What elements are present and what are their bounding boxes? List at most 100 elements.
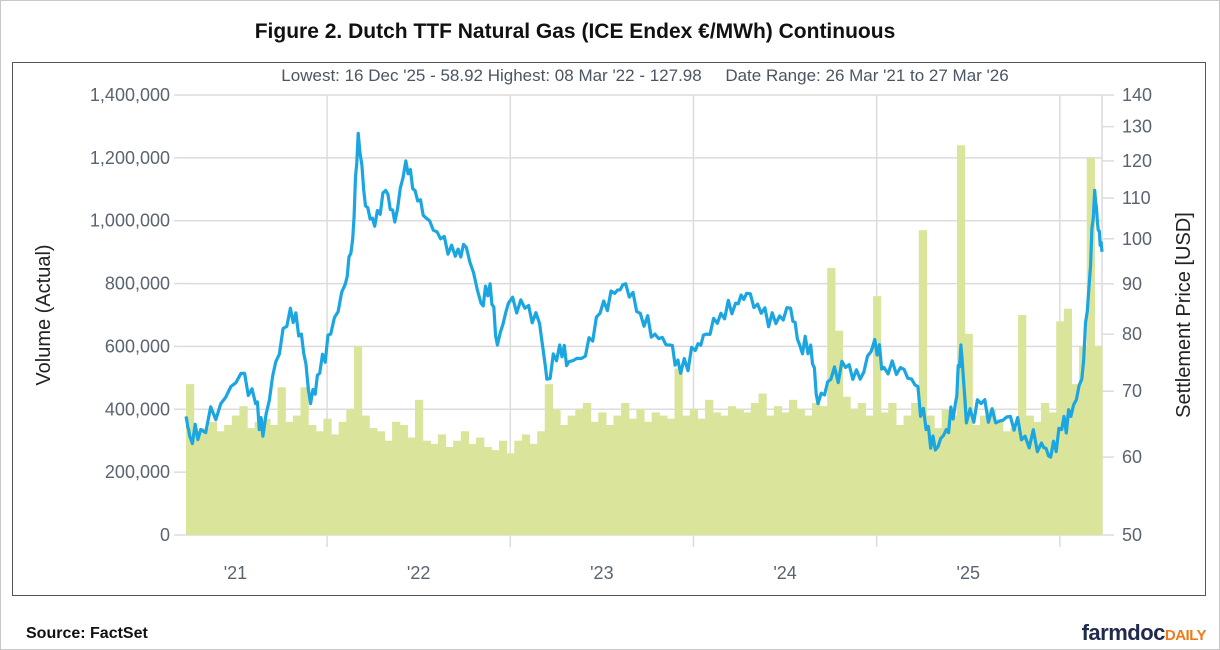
y-tick-label-right: 100 [1122, 229, 1152, 249]
volume-bar [254, 421, 263, 535]
volume-bar [827, 267, 836, 535]
volume-bar [689, 409, 699, 535]
volume-bar [384, 440, 393, 535]
volume-bar [277, 387, 286, 535]
volume-bar [804, 415, 813, 535]
volume-bar [956, 145, 966, 536]
y-tick-label-right: 50 [1122, 525, 1142, 545]
volume-bar [292, 415, 302, 535]
volume-bar [201, 428, 210, 535]
volume-bar [727, 406, 737, 535]
volume-bar [544, 384, 553, 535]
volume-bar [811, 403, 821, 535]
volume-bar [712, 412, 721, 535]
chart-frame [12, 62, 1206, 596]
volume-bar [773, 406, 782, 535]
volume-bar [376, 431, 386, 535]
volume-bar [239, 406, 248, 535]
volume-bar [949, 415, 958, 535]
volume-bar [445, 447, 454, 535]
volume-bar [262, 418, 271, 535]
volume-bar [353, 346, 363, 535]
volume-bar [781, 412, 790, 535]
volume-bar [758, 393, 767, 535]
volume-bar [1018, 315, 1027, 535]
volume-bar [743, 412, 752, 535]
volume-bar [865, 415, 874, 535]
volume-bar [1040, 403, 1050, 535]
volume-bar [873, 296, 882, 535]
volume-bar [888, 403, 897, 535]
volume-bar [903, 415, 912, 535]
volume-bar [636, 409, 645, 535]
volume-bar [407, 437, 416, 535]
y-tick-label-right: 130 [1122, 117, 1152, 137]
volume-bar [995, 421, 1004, 535]
volume-bar [1094, 346, 1103, 535]
volume-bar [750, 403, 760, 535]
volume-bar [1071, 384, 1080, 535]
volume-bar [231, 415, 241, 535]
y-tick-label-right: 90 [1122, 274, 1142, 294]
volume-bar [331, 434, 340, 535]
y-tick-label-left: 400,000 [105, 399, 170, 419]
volume-bar [659, 415, 668, 535]
volume-bar [285, 421, 294, 535]
y-tick-label-right: 80 [1122, 324, 1142, 344]
volume-bar [315, 431, 324, 535]
volume-bar [346, 409, 355, 535]
volume-bar [392, 421, 401, 535]
volume-bar [644, 421, 653, 535]
volume-bar [437, 434, 447, 535]
volume-bar [323, 418, 332, 535]
volume-bar [819, 406, 828, 535]
volume-bar [552, 409, 561, 535]
x-tick-label: '23 [590, 563, 613, 583]
volume-bar [1079, 346, 1088, 535]
volume-bar [1048, 412, 1057, 535]
volume-bar [605, 425, 615, 535]
volume-bar [1086, 157, 1095, 535]
volume-bar [880, 412, 889, 535]
volume-bar [926, 415, 935, 535]
y-tick-label-right: 120 [1122, 151, 1152, 171]
y-tick-label-left: 1,400,000 [90, 85, 170, 105]
volume-bar [934, 428, 943, 535]
volume-bar [598, 412, 607, 535]
volume-bar [575, 409, 584, 535]
volume-bar [789, 399, 798, 535]
volume-bar [651, 412, 660, 535]
volume-bar [621, 403, 630, 535]
volume-bar [216, 431, 225, 535]
volume-bar [399, 425, 408, 535]
volume-bar [506, 453, 515, 535]
y-tick-label-right: 140 [1122, 85, 1152, 105]
volume-bar [529, 443, 538, 535]
volume-bar [338, 421, 347, 535]
y-axis-right-label: Settlement Price [USD] [1173, 212, 1195, 418]
x-tick-label: '25 [957, 563, 980, 583]
volume-bar [682, 415, 691, 535]
volume-bar [987, 409, 996, 535]
y-tick-label-left: 600,000 [105, 336, 170, 356]
y-tick-label-left: 800,000 [105, 274, 170, 294]
volume-bar [468, 443, 477, 535]
volume-bar [582, 403, 592, 535]
volume-bar [521, 434, 531, 535]
volume-bar [308, 425, 317, 535]
volume-bar [498, 440, 508, 535]
volume-bar [476, 437, 485, 535]
y-tick-label-left: 1,200,000 [90, 148, 170, 168]
volume-bar [918, 230, 928, 535]
y-tick-label-left: 1,000,000 [90, 211, 170, 231]
volume-bar [613, 415, 622, 535]
volume-bar [941, 409, 950, 535]
x-tick-label: '21 [224, 563, 247, 583]
volume-bar [972, 425, 981, 535]
x-tick-label: '24 [773, 563, 796, 583]
volume-bar [857, 403, 866, 535]
volume-bar [208, 421, 218, 535]
volume-bar [560, 425, 569, 535]
volume-bar [697, 418, 706, 535]
volume-bar [491, 450, 500, 535]
